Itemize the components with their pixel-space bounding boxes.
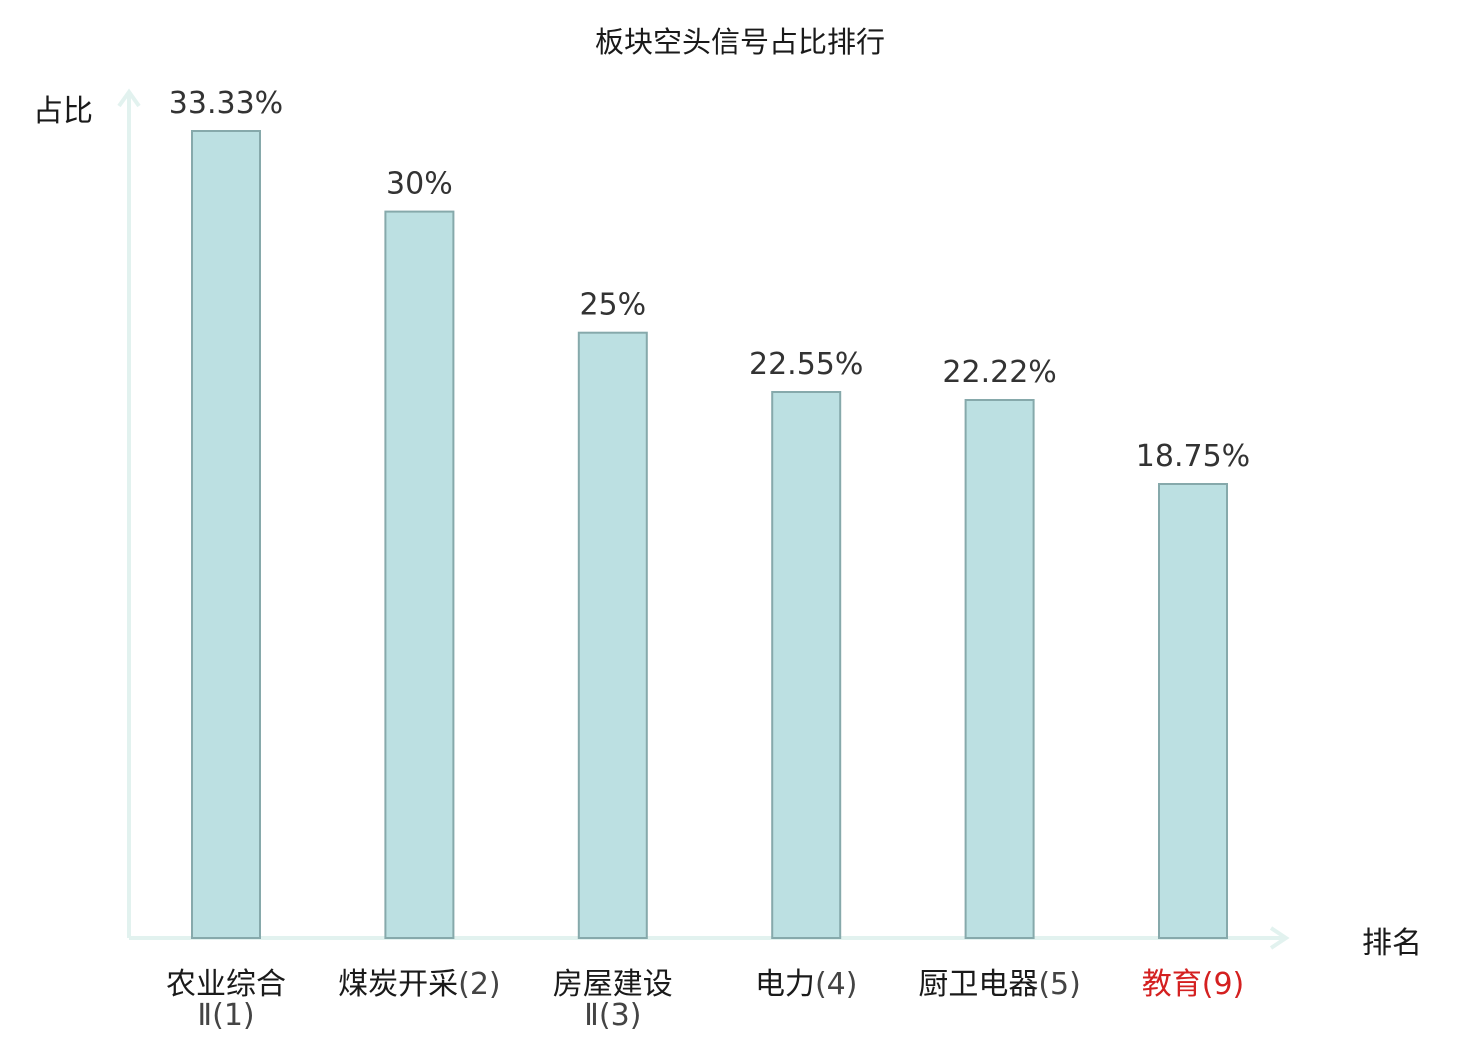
bar-value-label: 22.22%: [942, 355, 1056, 390]
category-rank: (4): [815, 967, 858, 1002]
category-rank: (2): [458, 967, 501, 1002]
category-label: 房屋建设: [553, 967, 673, 1002]
axes: [117, 88, 1290, 950]
bar-value-label: 30%: [386, 167, 453, 202]
category-label: 厨卫电器(5): [918, 967, 1081, 1002]
bar-value-label: 33.33%: [169, 86, 283, 121]
category-rank: (9): [1202, 967, 1245, 1002]
bar: [577, 331, 648, 939]
bars-group: [191, 130, 1228, 940]
y-axis-title: 占比: [33, 94, 93, 129]
bar: [964, 399, 1035, 939]
category-label: 农业综合: [166, 967, 286, 1002]
bar-value-label: 22.55%: [749, 347, 863, 382]
category-rank-label: Ⅱ(1): [197, 998, 254, 1033]
category-name: 厨卫电器: [918, 967, 1038, 1002]
x-axis-title: 排名: [1362, 926, 1422, 961]
chart-title: 板块空头信号占比排行: [595, 25, 885, 59]
category-rank: (5): [1038, 967, 1081, 1002]
bar: [1158, 483, 1228, 939]
bar-value-label: 25%: [579, 288, 646, 323]
category-name: 教育: [1142, 967, 1202, 1002]
y-axis-arrow: [117, 88, 141, 108]
value-labels-group: 33.33% 30% 25% 22.55% 22.22% 18.75%: [169, 86, 1250, 474]
category-label: 煤炭开采(2): [338, 967, 501, 1002]
category-name: 电力: [755, 967, 815, 1002]
x-axis-arrow: [1269, 926, 1290, 950]
category-label: 教育(9): [1142, 967, 1245, 1002]
category-label: 电力(4): [755, 967, 858, 1002]
category-rank-label: Ⅱ(3): [584, 998, 641, 1033]
category-name: 煤炭开采: [338, 967, 458, 1002]
bar: [384, 210, 455, 940]
bar-value-label: 18.75%: [1136, 439, 1250, 474]
bar: [191, 130, 261, 939]
bar: [771, 391, 842, 939]
